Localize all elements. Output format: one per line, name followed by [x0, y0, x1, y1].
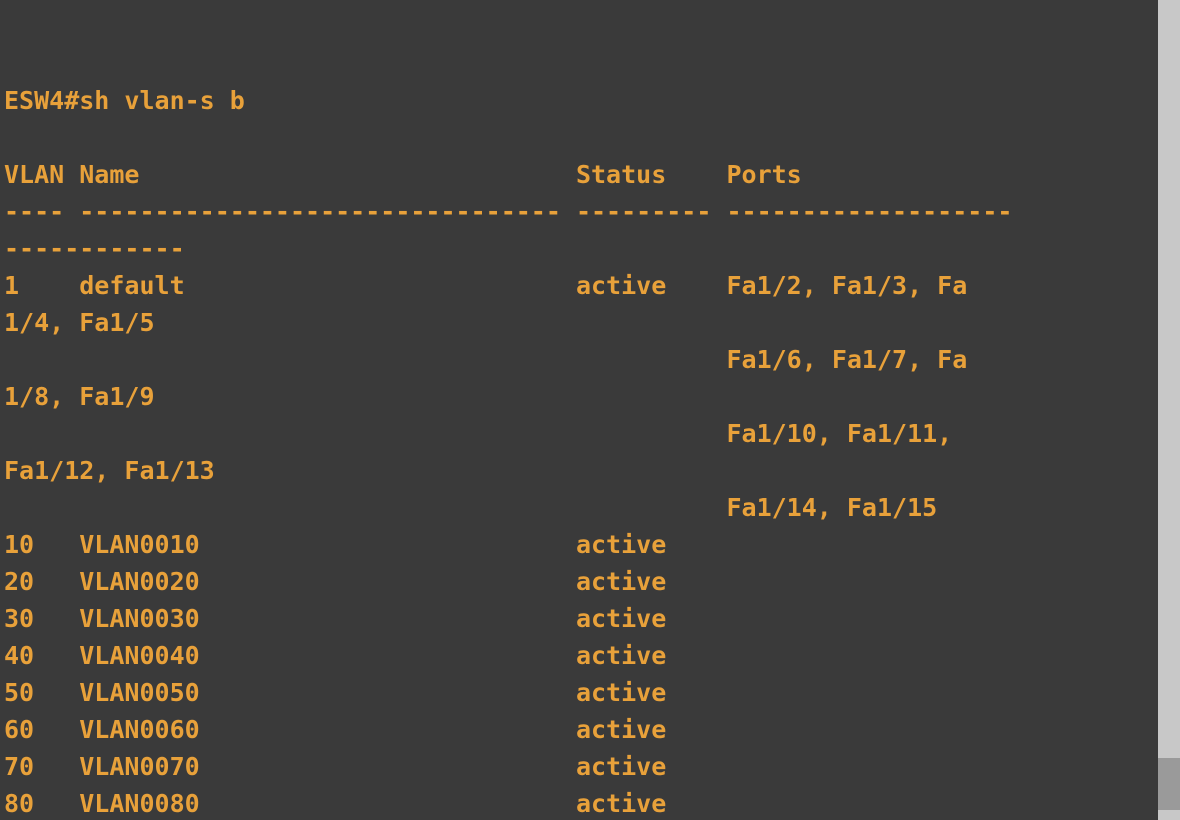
scrollbar-track[interactable]	[1158, 0, 1180, 820]
terminal-text: ESW4#sh vlan-s b VLAN Name Status Ports …	[4, 82, 1060, 820]
scrollbar-thumb[interactable]	[1158, 758, 1180, 810]
terminal-output: ESW4#sh vlan-s b VLAN Name Status Ports …	[0, 0, 1060, 820]
